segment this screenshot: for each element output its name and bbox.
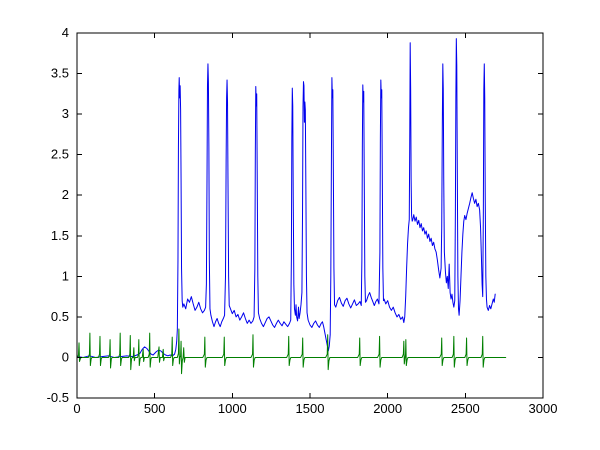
y-tick-label: 0 bbox=[62, 349, 69, 364]
y-tick-label: 2 bbox=[62, 187, 69, 202]
y-tick-label: 4 bbox=[62, 25, 69, 40]
green-signal-line bbox=[77, 328, 507, 375]
x-tick-label: 3000 bbox=[529, 401, 558, 416]
x-tick-label: 1500 bbox=[296, 401, 325, 416]
y-tick-label: 1 bbox=[62, 268, 69, 283]
y-tick-label: 3 bbox=[62, 106, 69, 121]
plot-area bbox=[77, 33, 543, 398]
x-tick-label: 500 bbox=[144, 401, 166, 416]
y-tick-label: 2.5 bbox=[51, 147, 69, 162]
x-tick-label: 0 bbox=[73, 401, 80, 416]
x-tick-label: 2500 bbox=[451, 401, 480, 416]
x-tick-label: 1000 bbox=[218, 401, 247, 416]
x-tick-label: 2000 bbox=[373, 401, 402, 416]
y-tick-label: 0.5 bbox=[51, 309, 69, 324]
y-tick-label: 3.5 bbox=[51, 66, 69, 81]
y-tick-label: -0.5 bbox=[47, 390, 69, 405]
y-tick-label: 1.5 bbox=[51, 228, 69, 243]
